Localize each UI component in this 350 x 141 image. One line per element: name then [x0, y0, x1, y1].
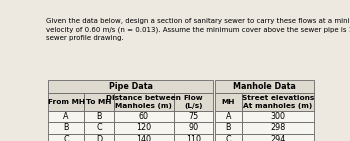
- Text: B: B: [63, 123, 69, 132]
- Bar: [242, 93, 314, 111]
- Text: Given the data below, design a section of sanitary sewer to carry these flows at: Given the data below, design a section o…: [47, 18, 350, 41]
- Text: 110: 110: [186, 135, 201, 141]
- Bar: [242, 134, 314, 141]
- Text: Distance between
Manholes (m): Distance between Manholes (m): [106, 95, 181, 109]
- Text: Pipe Data: Pipe Data: [108, 82, 153, 91]
- Text: 294: 294: [271, 135, 286, 141]
- Text: Street elevations
At manholes (m): Street elevations At manholes (m): [242, 95, 314, 109]
- Bar: [84, 111, 114, 122]
- Bar: [215, 111, 242, 122]
- Text: C: C: [63, 135, 69, 141]
- Bar: [174, 122, 213, 134]
- Text: B: B: [96, 112, 102, 121]
- Text: 75: 75: [188, 112, 198, 121]
- Bar: [114, 134, 174, 141]
- Bar: [84, 93, 114, 111]
- Text: C: C: [96, 123, 102, 132]
- Text: 60: 60: [139, 112, 149, 121]
- Bar: [48, 111, 84, 122]
- Text: From MH: From MH: [48, 99, 84, 105]
- Text: 90: 90: [188, 123, 198, 132]
- Bar: [174, 111, 213, 122]
- Bar: [48, 93, 84, 111]
- Text: To MH: To MH: [86, 99, 112, 105]
- Text: 140: 140: [136, 135, 151, 141]
- Bar: [48, 122, 84, 134]
- Text: B: B: [226, 123, 231, 132]
- Bar: [215, 93, 242, 111]
- Bar: [114, 111, 174, 122]
- Text: Flow
(L/s): Flow (L/s): [184, 95, 203, 109]
- Bar: [48, 134, 84, 141]
- Text: 300: 300: [271, 112, 286, 121]
- Bar: [84, 134, 114, 141]
- Bar: [114, 122, 174, 134]
- Text: 120: 120: [136, 123, 151, 132]
- Text: A: A: [226, 112, 231, 121]
- Text: C: C: [226, 135, 231, 141]
- Text: Manhole Data: Manhole Data: [233, 82, 296, 91]
- Bar: [242, 111, 314, 122]
- Bar: [215, 80, 314, 93]
- Bar: [242, 122, 314, 134]
- Bar: [174, 134, 213, 141]
- Bar: [215, 122, 242, 134]
- Bar: [84, 122, 114, 134]
- Bar: [174, 93, 213, 111]
- Text: MH: MH: [222, 99, 235, 105]
- Text: 298: 298: [271, 123, 286, 132]
- Bar: [215, 134, 242, 141]
- Bar: [114, 93, 174, 111]
- Text: D: D: [96, 135, 102, 141]
- Text: A: A: [63, 112, 69, 121]
- Bar: [48, 80, 213, 93]
